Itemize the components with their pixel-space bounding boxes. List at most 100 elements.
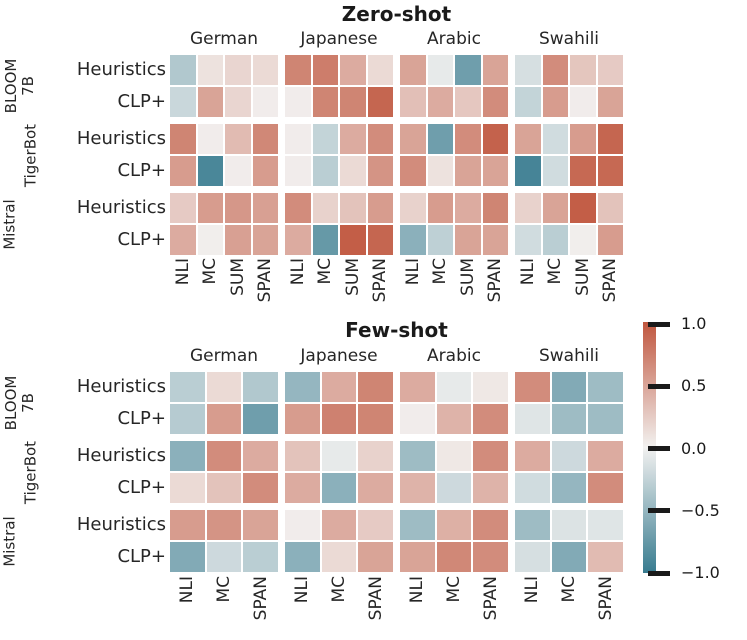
column-group-label: Arabic xyxy=(427,346,481,366)
colorbar-tick-label: 0.0 xyxy=(681,438,707,458)
heatmap-cell xyxy=(285,156,311,186)
heatmap-cell xyxy=(400,87,426,117)
heatmap-cell xyxy=(252,87,278,117)
heatmap-cell xyxy=(400,372,435,402)
x-tick-label: MC xyxy=(329,576,349,603)
x-tick-label: MC xyxy=(214,576,234,603)
x-tick-label: NLI xyxy=(172,258,193,286)
heatmap-cell xyxy=(400,156,426,186)
heatmap-cell xyxy=(400,225,426,255)
heatmap-cell xyxy=(243,404,278,434)
heatmap-cell xyxy=(312,87,338,117)
heatmap-cell xyxy=(436,441,472,471)
heatmap-cell xyxy=(206,473,242,503)
x-tick-label: MC xyxy=(315,258,336,285)
heatmap-cell xyxy=(597,87,623,117)
heatmap-cell xyxy=(551,372,587,402)
heatmap-cell xyxy=(358,510,393,540)
x-tick-label: SPAN xyxy=(595,576,616,621)
heatmap-cell xyxy=(197,124,223,154)
heatmap-cell xyxy=(225,124,251,154)
heatmap-cell xyxy=(367,124,393,154)
heatmap-cell xyxy=(570,87,596,117)
heatmap-cell xyxy=(482,193,508,223)
row-label: CLP+ xyxy=(117,160,166,181)
x-tick-label: NLI xyxy=(177,576,198,604)
heatmap-cell xyxy=(170,87,196,117)
x-tick-label: MC xyxy=(444,576,464,603)
row-label: CLP+ xyxy=(117,229,166,250)
x-tick-label: SPAN xyxy=(365,576,386,621)
heatmap-cell xyxy=(400,510,435,540)
heatmap-cell xyxy=(482,225,508,255)
heatmap-cell xyxy=(243,372,278,402)
heatmap-cell xyxy=(455,55,481,85)
heatmap-cell xyxy=(206,542,242,572)
heatmap-cell xyxy=(358,404,393,434)
heatmap-cell xyxy=(312,124,338,154)
x-tick-label: NLI xyxy=(517,258,538,286)
x-tick-label: SUM xyxy=(572,258,593,296)
heatmap-cell xyxy=(400,404,435,434)
x-tick-label: NLI xyxy=(522,576,543,604)
heatmap-cell xyxy=(400,473,435,503)
heatmap-cell xyxy=(340,124,366,154)
heatmap-cell xyxy=(321,473,357,503)
heatmap-cell xyxy=(400,193,426,223)
colorbar-tick-label: −1.0 xyxy=(681,563,720,582)
x-tick-label: MC xyxy=(200,258,221,285)
heatmap-cell xyxy=(588,510,623,540)
heatmap-cell xyxy=(340,55,366,85)
model-group-label: Mistral xyxy=(0,515,19,567)
heatmap-cell xyxy=(197,225,223,255)
heatmap-cell xyxy=(515,124,541,154)
column-group-label: Swahili xyxy=(538,346,600,366)
heatmap-cell xyxy=(482,87,508,117)
heatmap-cell xyxy=(285,124,311,154)
heatmap-cell xyxy=(170,542,205,572)
heatmap-cell xyxy=(473,510,508,540)
heatmap-cell xyxy=(358,441,393,471)
column-group-label: Japanese xyxy=(300,346,378,366)
column-group-label: German xyxy=(189,29,259,49)
heatmap-cell xyxy=(285,193,311,223)
heatmap-cell xyxy=(473,372,508,402)
heatmap-cell xyxy=(243,510,278,540)
row-label: Heuristics xyxy=(76,197,166,218)
heatmap-cell xyxy=(285,542,320,572)
heatmap-cell xyxy=(321,404,357,434)
model-group-label: TigerBot xyxy=(21,440,40,504)
heatmap-cell xyxy=(321,372,357,402)
x-tick-label: SPAN xyxy=(485,258,506,303)
heatmap-cell xyxy=(243,441,278,471)
heatmap-cell xyxy=(588,404,623,434)
heatmap-cell xyxy=(597,124,623,154)
heatmap-cell xyxy=(285,225,311,255)
heatmap-cell xyxy=(436,372,472,402)
x-tick-label: SPAN xyxy=(600,258,621,303)
heatmap-cell xyxy=(285,404,320,434)
heatmap-cell xyxy=(206,372,242,402)
colorbar-tick-mark xyxy=(648,383,670,389)
heatmap-cell xyxy=(170,124,196,154)
colorbar-tick-label: 1.0 xyxy=(681,314,707,333)
heatmap-cell xyxy=(542,55,568,85)
heatmap-cell xyxy=(321,510,357,540)
heatmap-cell xyxy=(170,225,196,255)
heatmap-cell xyxy=(285,55,311,85)
heatmap-cell xyxy=(252,156,278,186)
heatmap-cell xyxy=(436,404,472,434)
heatmap-cell xyxy=(427,87,453,117)
heatmap-cell xyxy=(597,193,623,223)
heatmap-cell xyxy=(570,156,596,186)
colorbar-tick-mark xyxy=(648,570,670,576)
heatmap-cell xyxy=(482,124,508,154)
colorbar-tick-mark xyxy=(648,446,670,451)
heatmap-cell xyxy=(473,542,508,572)
x-tick-label: SPAN xyxy=(370,258,391,303)
row-label: Heuristics xyxy=(76,376,166,397)
heatmap-cell xyxy=(427,156,453,186)
heatmap-cell xyxy=(312,193,338,223)
x-tick-label: SUM xyxy=(342,258,363,296)
